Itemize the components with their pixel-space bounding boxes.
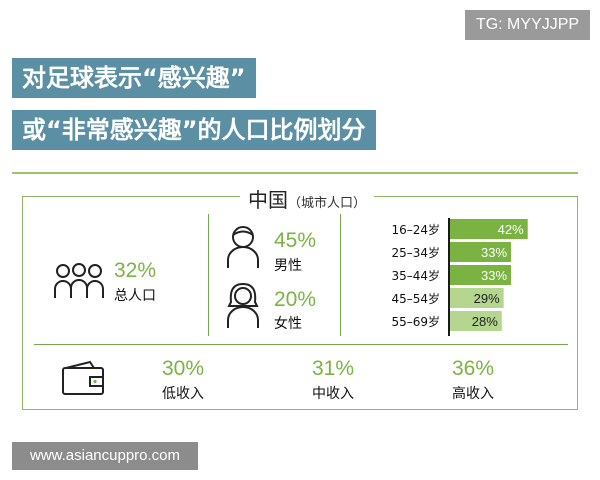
age-bar bbox=[450, 242, 512, 262]
age-bar-value: 33% bbox=[481, 268, 507, 283]
income-separator bbox=[34, 344, 568, 345]
age-bar-value: 28% bbox=[472, 314, 498, 329]
male-person-icon bbox=[227, 226, 259, 268]
high-income-label: 高收入 bbox=[452, 386, 494, 402]
age-bar bbox=[450, 311, 502, 331]
separator-left bbox=[208, 214, 209, 336]
age-label: 16–24岁 bbox=[391, 222, 440, 237]
low-income-pct: 30% bbox=[162, 357, 205, 380]
region-heading: 中国（城市人口） bbox=[240, 184, 375, 213]
low-income-label: 低收入 bbox=[162, 386, 204, 402]
age-label: 55–69岁 bbox=[391, 314, 440, 329]
separator-right bbox=[340, 214, 341, 336]
high-income-pct: 36% bbox=[452, 357, 495, 380]
female-label: 女性 bbox=[274, 316, 302, 332]
total-label: 总人口 bbox=[114, 288, 156, 304]
title-line-1: 对足球表示“感兴趣” bbox=[12, 58, 256, 98]
female-person-icon bbox=[227, 282, 259, 328]
age-label: 45–54岁 bbox=[391, 291, 440, 306]
wallet-icon bbox=[62, 360, 104, 395]
age-bar-value: 42% bbox=[498, 222, 524, 237]
mid-income-label: 中收入 bbox=[312, 386, 354, 402]
age-bar-value: 29% bbox=[474, 291, 500, 306]
age-bar bbox=[450, 219, 528, 239]
bar-axis bbox=[448, 218, 450, 336]
region-note: （城市人口） bbox=[288, 196, 367, 211]
age-bar bbox=[450, 288, 504, 308]
title-line-2: 或“非常感兴趣”的人口比例划分 bbox=[12, 110, 376, 150]
total-pct: 32% bbox=[114, 259, 157, 282]
male-pct: 45% bbox=[274, 229, 317, 252]
age-label: 25–34岁 bbox=[391, 245, 440, 260]
people-group-icon bbox=[54, 263, 104, 298]
tg-badge: TG: MYYJJPP bbox=[465, 10, 590, 40]
age-bar-value: 33% bbox=[481, 245, 507, 260]
age-bar bbox=[450, 265, 512, 285]
source-watermark: www.asiancuppro.com bbox=[12, 442, 198, 470]
mid-income-pct: 31% bbox=[312, 357, 355, 380]
male-label: 男性 bbox=[274, 258, 302, 274]
top-divider bbox=[12, 172, 578, 174]
female-pct: 20% bbox=[274, 288, 317, 311]
age-label: 35–44岁 bbox=[391, 268, 440, 283]
region-name: 中国 bbox=[248, 188, 288, 212]
